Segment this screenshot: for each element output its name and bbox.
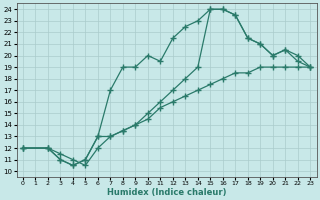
X-axis label: Humidex (Indice chaleur): Humidex (Indice chaleur): [107, 188, 226, 197]
